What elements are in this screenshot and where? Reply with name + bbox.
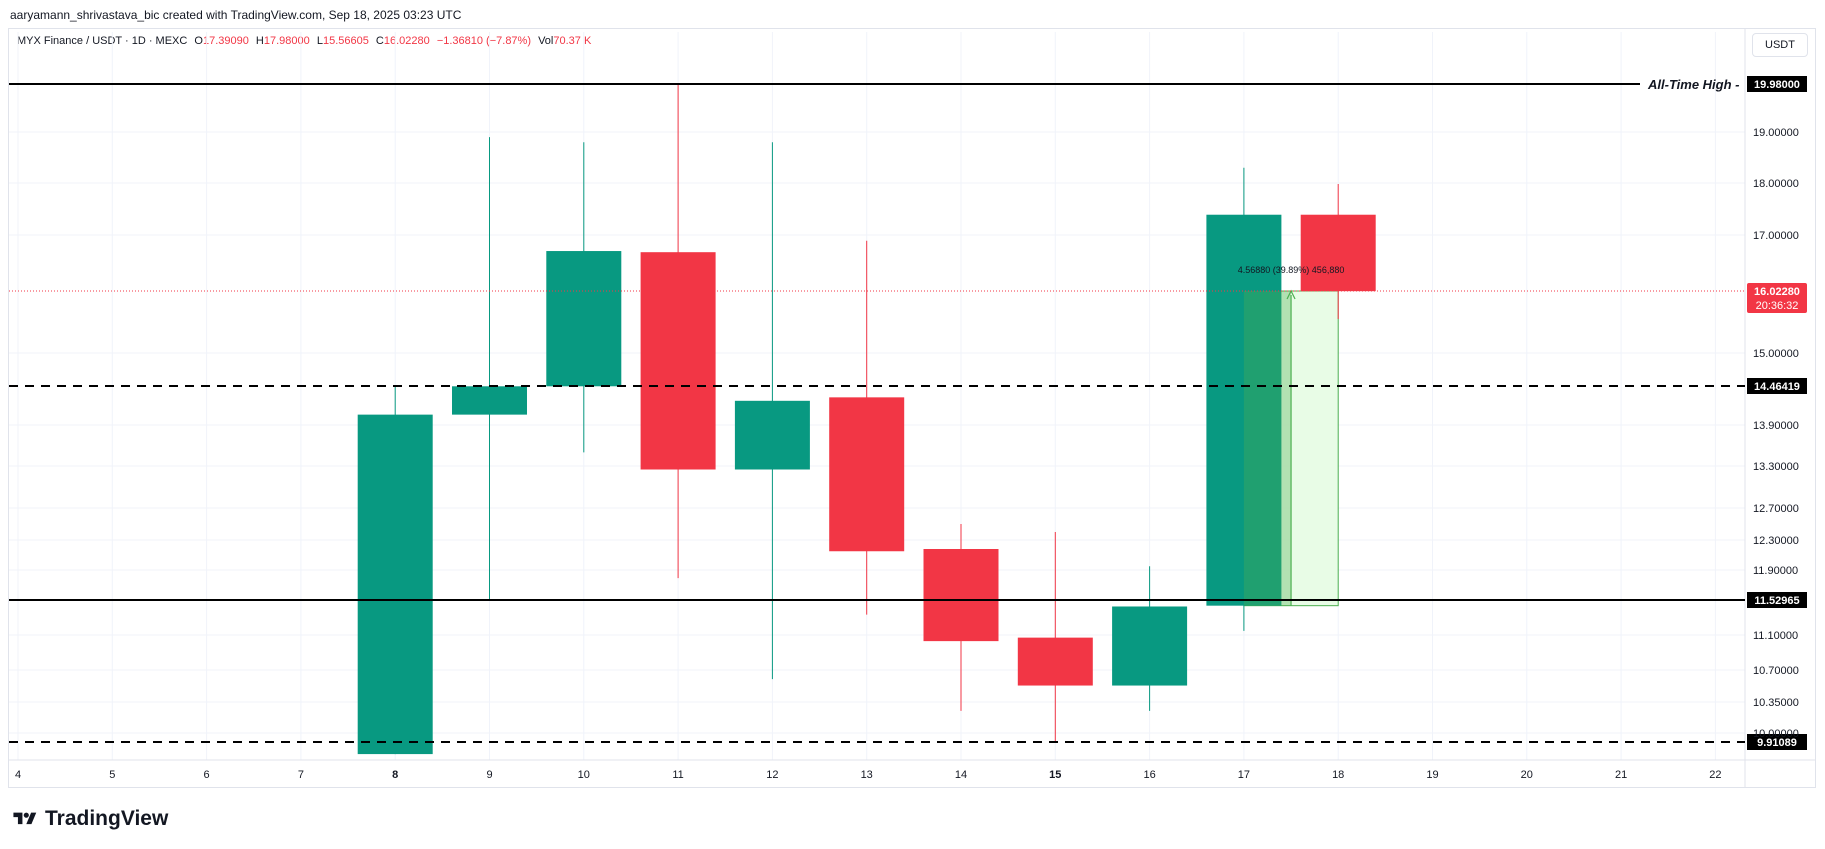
candle-body[interactable] [829, 397, 905, 552]
currency-button[interactable]: USDT [1752, 33, 1808, 57]
x-tick-label: 18 [1332, 769, 1344, 781]
y-tick-label: 17.00000 [1753, 230, 1799, 242]
y-tick-label: 10.35000 [1753, 697, 1799, 709]
countdown-label: 20:36:32 [1756, 300, 1799, 312]
symbol-label[interactable]: MYX Finance / USDT · 1D · MEXC [17, 35, 188, 47]
open-label: O [194, 35, 203, 47]
level-price-tag [1747, 734, 1807, 750]
x-tick-label: 4 [15, 769, 21, 781]
measure-label: 4.56880 (39.89%) 456,880 [1238, 265, 1345, 275]
x-tick-label: 14 [955, 769, 967, 781]
y-tick-label: 19.00000 [1753, 127, 1799, 139]
level-price-tag [1747, 592, 1807, 608]
level-price-tag [1747, 378, 1807, 394]
brand-name: TradingView [45, 807, 169, 830]
candle-body[interactable] [1017, 637, 1093, 686]
measure-arrow-head [1286, 289, 1296, 300]
x-tick-label: 12 [766, 769, 778, 781]
x-tick-label: 16 [1143, 769, 1155, 781]
x-tick-label: 7 [298, 769, 304, 781]
candle-body[interactable] [1300, 214, 1376, 292]
level-price-label: 14.46419 [1754, 381, 1800, 393]
y-tick-label: 10.70000 [1753, 665, 1799, 677]
x-tick-label: 8 [392, 769, 398, 781]
candlestick-chart[interactable]: 4.56880 (39.89%) 456,880 All-Time High - 1… [0, 0, 1825, 800]
chart-credit: aaryamann_shrivastava_bic created with T… [10, 8, 462, 22]
high-label: H [255, 35, 264, 47]
candle-body[interactable] [1206, 214, 1282, 606]
candle-body[interactable] [546, 251, 622, 387]
tradingview-logo[interactable]: TradingView [11, 807, 168, 831]
chart-frame [8, 28, 1816, 788]
y-tick-label: 11.10000 [1753, 630, 1798, 642]
y-tick-label: 13.90000 [1753, 420, 1799, 432]
open-value: 17.39090 [202, 35, 249, 47]
tradingview-logo-icon [13, 812, 37, 825]
y-tick-label: 18.00000 [1753, 178, 1799, 190]
close-label: C [375, 35, 384, 47]
x-tick-label: 6 [204, 769, 210, 781]
level-price-label: 11.52965 [1754, 595, 1799, 607]
candle-body[interactable] [923, 549, 999, 642]
y-tick-label: 12.30000 [1753, 535, 1799, 547]
volume-value: 70.37 K [553, 35, 592, 47]
last-price-label: 16.02280 [1754, 286, 1800, 298]
x-tick-label: 21 [1615, 769, 1627, 781]
x-tick-label: 19 [1426, 769, 1438, 781]
x-tick-label: 11 [672, 769, 683, 781]
low-value: 15.56605 [322, 35, 369, 47]
x-tick-label: 9 [486, 769, 492, 781]
candle-body[interactable] [1112, 606, 1188, 686]
x-tick-label: 10 [578, 769, 590, 781]
x-tick-label: 15 [1049, 769, 1061, 781]
level-price-label: 9.91089 [1757, 737, 1797, 749]
y-tick-label: 12.70000 [1753, 503, 1799, 515]
y-tick-label: 10.00000 [1753, 728, 1799, 740]
low-label: L [316, 35, 323, 47]
change-value: −1.36810 (−7.87%) [436, 35, 531, 47]
volume-label: Vol [538, 35, 554, 47]
high-value: 17.98000 [263, 35, 310, 47]
candle-body[interactable] [734, 400, 810, 470]
candle-body[interactable] [357, 414, 433, 755]
x-tick-label: 17 [1238, 769, 1250, 781]
level-annotation: All-Time High - [1647, 77, 1739, 92]
price-range-overlay [1243, 291, 1292, 606]
level-price-label: 19.98000 [1754, 79, 1800, 91]
x-tick-label: 22 [1709, 769, 1721, 781]
ohlc-legend: MYX Finance / USDT · 1D · MEXC O17.39090… [17, 35, 591, 47]
last-price-tag [1747, 283, 1807, 313]
x-tick-label: 13 [861, 769, 873, 781]
x-tick-label: 5 [109, 769, 115, 781]
y-tick-label: 13.30000 [1753, 461, 1799, 473]
y-tick-label: 11.90000 [1753, 565, 1798, 577]
candle-body[interactable] [640, 252, 716, 470]
y-tick-label: 15.00000 [1753, 348, 1799, 360]
level-price-tag [1747, 76, 1807, 92]
candle-body[interactable] [452, 386, 527, 415]
x-tick-label: 20 [1521, 769, 1533, 781]
